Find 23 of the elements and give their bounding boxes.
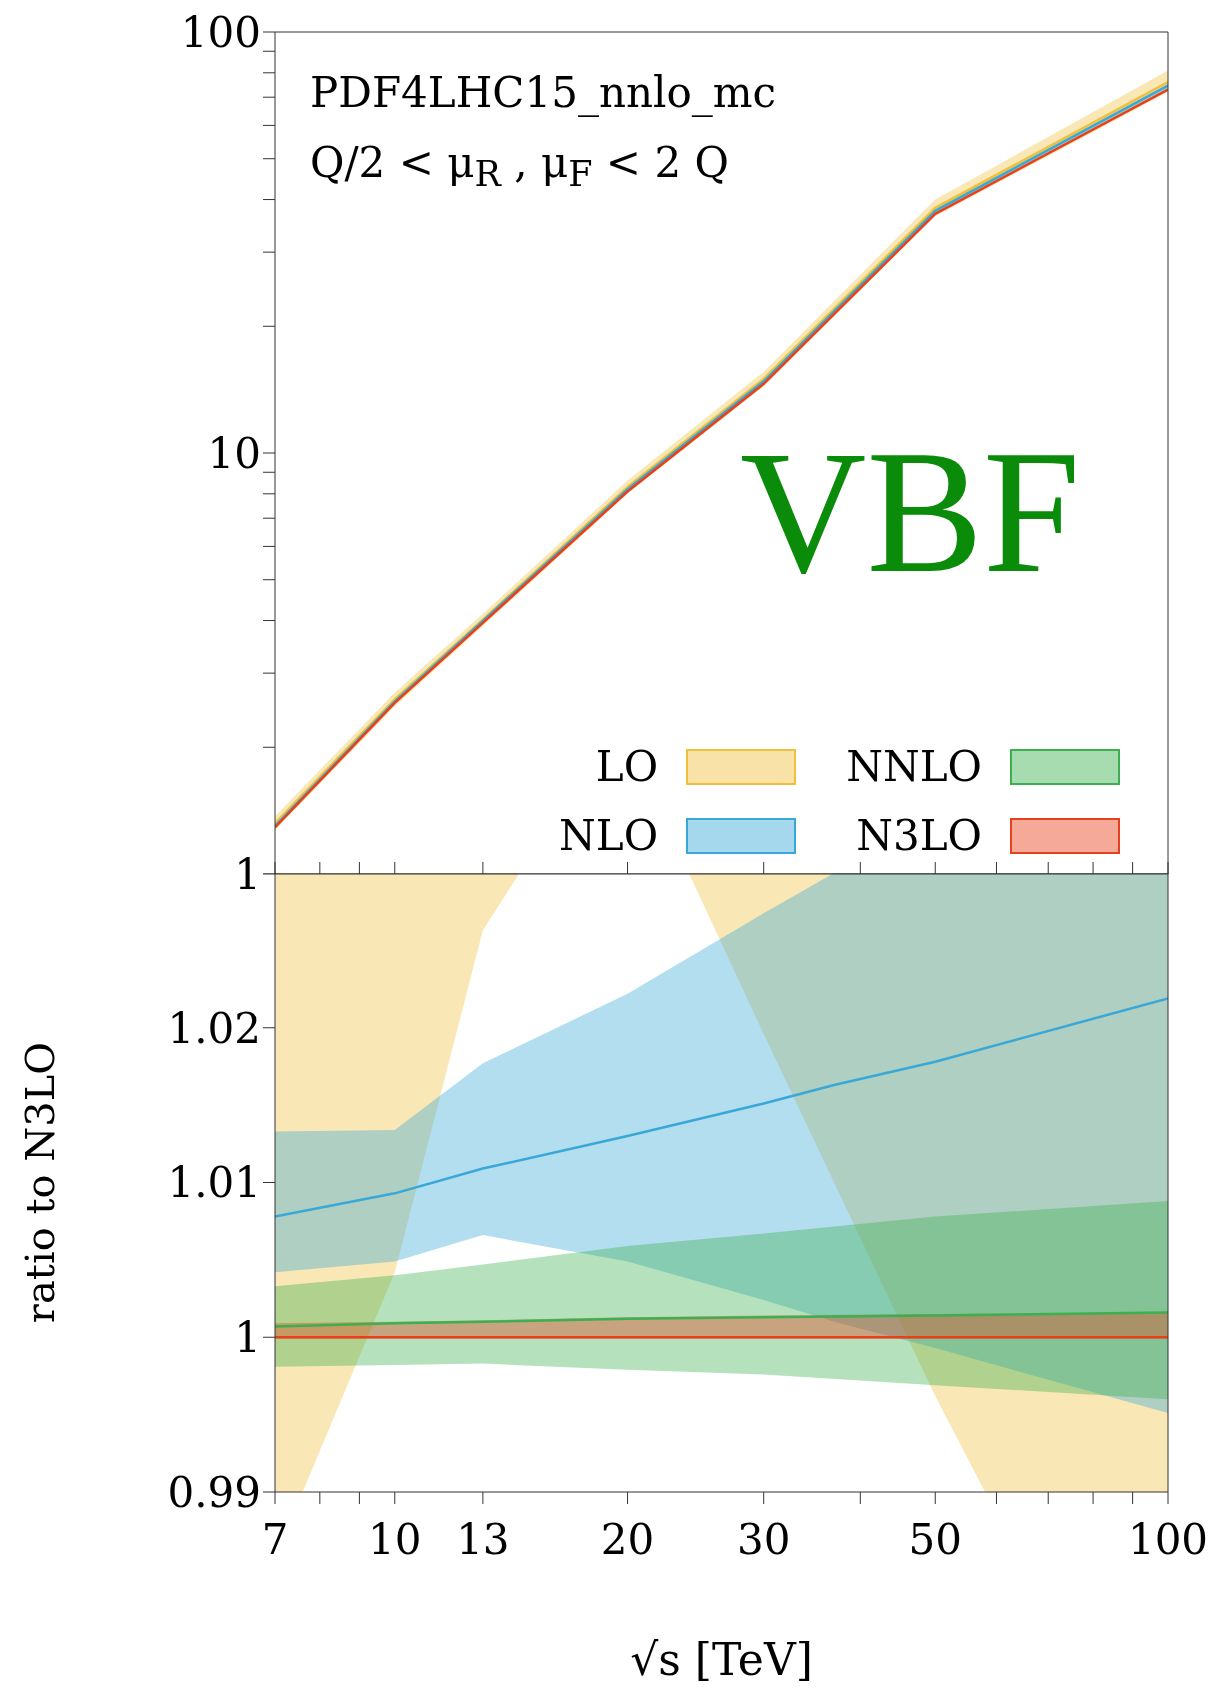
annotation: Q/2 < μ$_{R}$ , μ$_{F}$ < 2 Q	[310, 138, 729, 195]
legend-label: N3LO	[856, 811, 982, 860]
y-tick-label: 1	[234, 849, 261, 899]
x-tick-label: 10	[368, 1514, 422, 1564]
x-tick-label: 30	[736, 1514, 791, 1564]
x-tick-label: 100	[1127, 1514, 1209, 1564]
y-tick-label: 1.02	[167, 1003, 261, 1053]
legend-label: LO	[595, 742, 659, 791]
y-tick-label: 1.01	[167, 1158, 261, 1208]
x-tick-label: 20	[600, 1514, 655, 1564]
annotation: VBF	[740, 415, 1081, 609]
legend-label: NNLO	[846, 742, 982, 791]
x-axis-title: √s [TeV]	[630, 1634, 813, 1685]
annotation: PDF4LHC15_nnlo_mc	[310, 68, 777, 117]
y-tick-label: 0.99	[167, 1467, 261, 1517]
y-tick-label: 1	[234, 1313, 261, 1363]
legend-label: NLO	[559, 811, 659, 860]
x-tick-label: 13	[456, 1514, 510, 1564]
x-tick-label: 50	[908, 1514, 962, 1564]
y-tick-label: 10	[207, 428, 261, 478]
y-tick-label: 100	[180, 7, 261, 57]
x-tick-label: 7	[261, 1514, 289, 1564]
y-axis-title: ratio to N3LO	[17, 1041, 64, 1324]
